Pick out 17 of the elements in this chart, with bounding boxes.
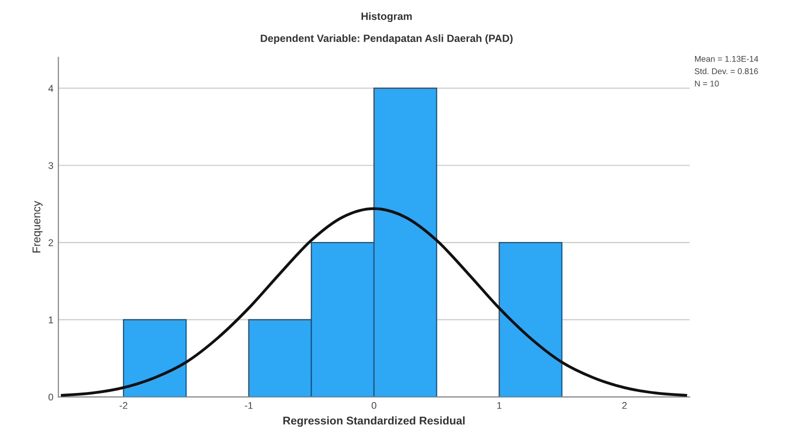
y-axis-title: Frequency — [32, 200, 43, 252]
y-tick-label: 3 — [48, 162, 54, 169]
text: N = 10 — [695, 80, 719, 87]
chart-subtitle: Dependent Variable: Pendapatan Asli Daerah (PAD) — [260, 34, 513, 44]
y-tick-label: 1 — [48, 316, 54, 324]
x-tick-label: -2 — [120, 402, 128, 409]
x-tick-label: -1 — [244, 402, 253, 409]
y-tick-label: 0 — [48, 394, 54, 401]
chart-title: Histogram — [362, 12, 412, 22]
x-tick-label: 1 — [497, 402, 502, 409]
text: Mean = 1.13E-14 — [695, 56, 758, 62]
x-axis-title: Regression Standardized Residual — [283, 416, 465, 427]
x-tick-label: 2 — [622, 402, 627, 409]
y-tick-label: 2 — [48, 239, 54, 246]
text: Std. Dev. = 0.816 — [694, 68, 758, 74]
x-tick-label: 0 — [372, 402, 376, 409]
y-tick-label: 4 — [48, 85, 54, 92]
